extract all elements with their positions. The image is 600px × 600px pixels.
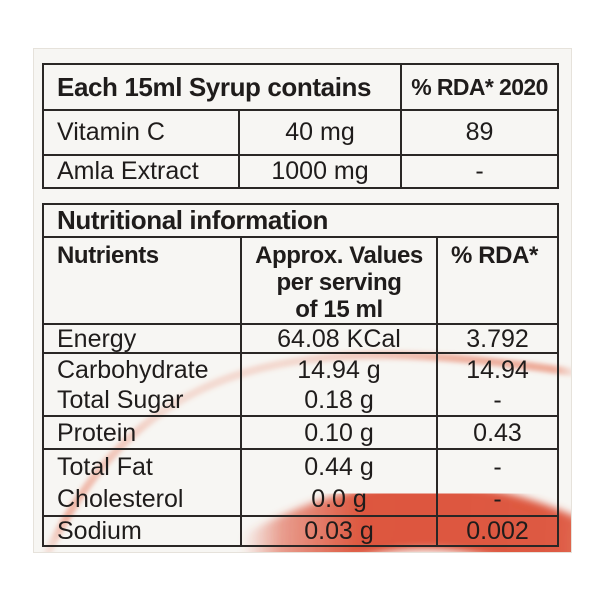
ingredient-amount-cell: 40 mg — [237, 109, 403, 156]
nutrient-name-cell: Protein — [42, 415, 242, 450]
nutrition-title-row: Nutritional information — [41, 203, 560, 238]
ingredient-amount-cell: 1000 mg — [237, 154, 403, 189]
ingredient-name-cell: Vitamin C — [42, 109, 240, 156]
column-header-nutrients: Nutrients — [42, 236, 242, 325]
nutrient-name-cell: Energy — [42, 323, 242, 354]
nutrient-value-cell: 0.44 g 0.0 g — [240, 448, 438, 517]
column-header-rda: % RDA* — [435, 236, 560, 325]
nutrient-rda-cell: 14.94 - — [435, 352, 560, 417]
ingredient-rda-cell: - — [400, 154, 560, 189]
nutrient-rda-cell: - - — [435, 448, 560, 517]
table-row: Protein 0.10 g 0.43 — [42, 415, 560, 450]
nutrient-rda-cell: 3.792 — [435, 323, 560, 354]
table-row: Total Fat Cholesterol 0.44 g 0.0 g - - — [42, 448, 560, 517]
syrup-composition-table: Each 15ml Syrup contains % RDA* 2020 Vit… — [41, 63, 560, 189]
table-row: Amla Extract 1000 mg - — [42, 154, 560, 189]
table-row: Carbohydrate Total Sugar 14.94 g 0.18 g … — [42, 352, 560, 417]
nutrition-table-title: Nutritional information — [41, 203, 560, 238]
ingredient-rda-cell: 89 — [400, 109, 560, 156]
syrup-header-title-cell: Each 15ml Syrup contains — [41, 63, 403, 111]
table-row: Sodium 0.03 g 0.002 — [42, 515, 560, 547]
nutrient-value-cell: 64.08 KCal — [240, 323, 438, 354]
table-row: Energy 64.08 KCal 3.792 — [42, 323, 560, 354]
nutrition-label: Each 15ml Syrup contains % RDA* 2020 Vit… — [33, 48, 572, 553]
nutrient-name-cell: Carbohydrate Total Sugar — [42, 352, 242, 417]
nutrient-value-cell: 14.94 g 0.18 g — [240, 352, 438, 417]
nutritional-information-table: Nutritional information Nutrients Approx… — [41, 203, 560, 547]
nutrient-name-cell: Sodium — [42, 515, 242, 547]
syrup-header-rda-cell: % RDA* 2020 — [400, 63, 560, 111]
nutrient-rda-cell: 0.43 — [435, 415, 560, 450]
table-row: Vitamin C 40 mg 89 — [42, 109, 560, 156]
nutrient-value-cell: 0.03 g — [240, 515, 438, 547]
syrup-header-row: Each 15ml Syrup contains % RDA* 2020 — [41, 63, 560, 111]
ingredient-name-cell: Amla Extract — [42, 154, 240, 189]
nutrition-header-row: Nutrients Approx. Values per serving of … — [42, 236, 560, 325]
nutrient-rda-cell: 0.002 — [435, 515, 560, 547]
nutrient-value-cell: 0.10 g — [240, 415, 438, 450]
column-header-values: Approx. Values per serving of 15 ml — [240, 236, 438, 325]
nutrient-name-cell: Total Fat Cholesterol — [42, 448, 242, 517]
